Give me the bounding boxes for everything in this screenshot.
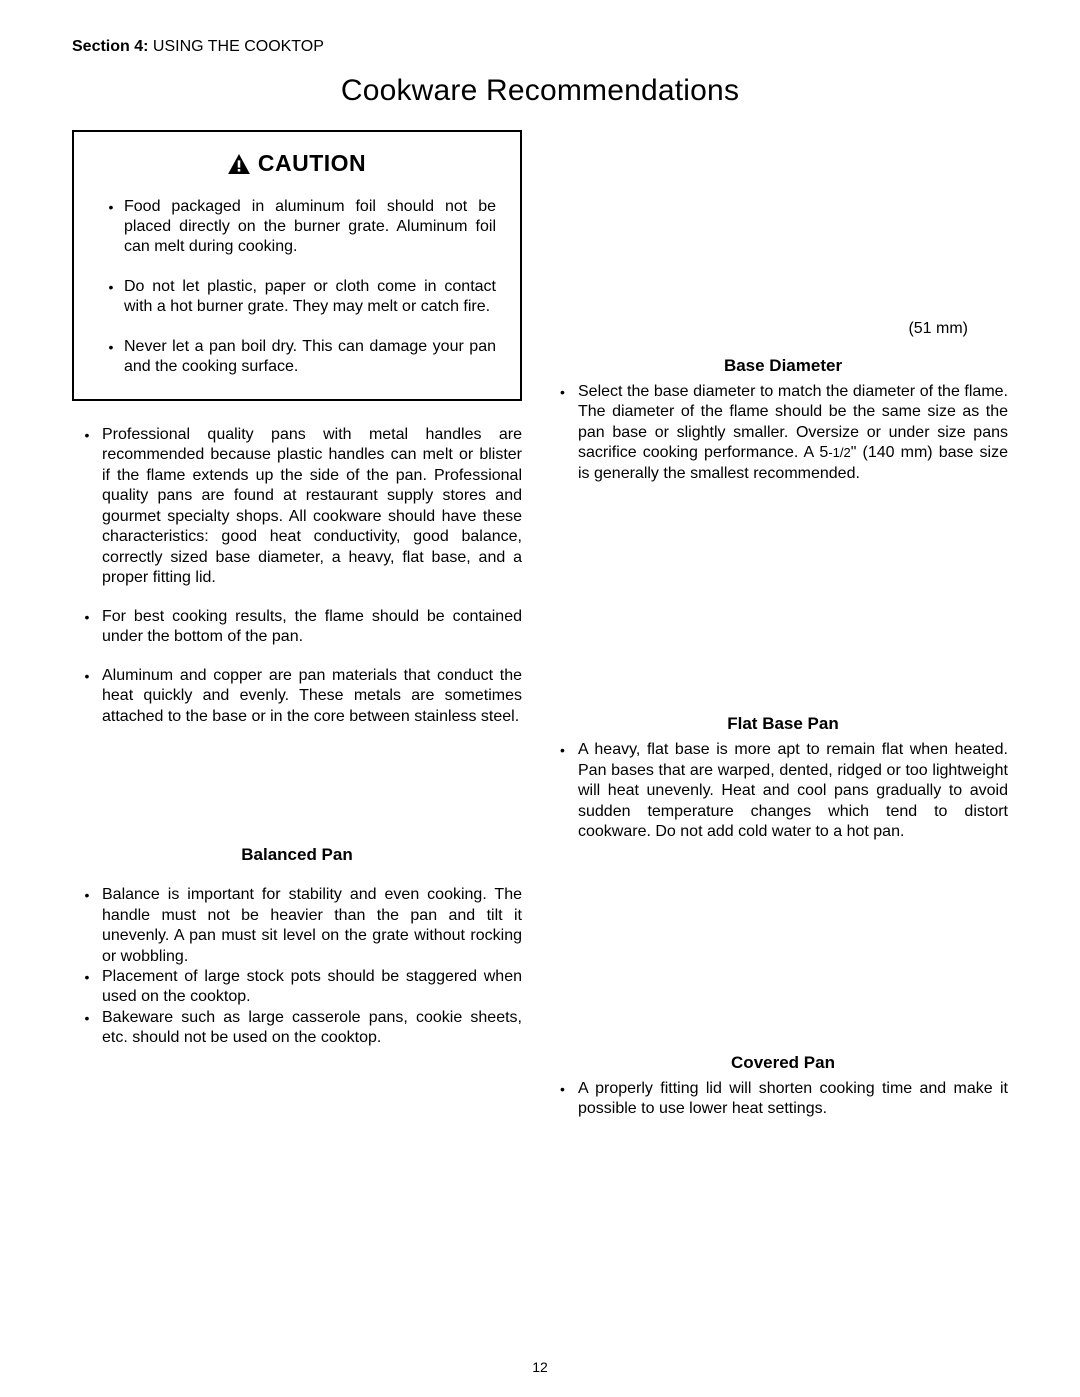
two-column-layout: CAUTION •Food packaged in aluminum foil … <box>72 130 1008 1120</box>
section-title: USING THE COOKTOP <box>148 38 323 55</box>
caution-heading: CAUTION <box>92 150 502 177</box>
caution-list: •Food packaged in aluminum foil should n… <box>92 197 502 377</box>
fraction-text: -1/2 <box>828 445 850 460</box>
body-text: Balance is important for stability and e… <box>102 885 522 967</box>
list-item: •Balance is important for stability and … <box>72 885 522 967</box>
caution-label: CAUTION <box>258 150 366 177</box>
body-text: For best cooking results, the flame shou… <box>102 607 522 648</box>
bullet-icon: • <box>72 607 102 648</box>
list-item: • Select the base diameter to match the … <box>558 382 1008 484</box>
list-item: •Never let a pan boil dry. This can dama… <box>98 337 496 377</box>
section-header: Section 4: USING THE COOKTOP <box>72 38 1008 56</box>
balanced-pan-list: •Balance is important for stability and … <box>72 885 522 1049</box>
body-text: A properly fitting lid will shorten cook… <box>578 1079 1008 1120</box>
page-number: 12 <box>0 1359 1080 1375</box>
covered-pan-heading: Covered Pan <box>558 1053 1008 1073</box>
bullet-icon: • <box>558 740 578 842</box>
left-column: CAUTION •Food packaged in aluminum foil … <box>72 130 522 1120</box>
page: Section 4: USING THE COOKTOP Cookware Re… <box>0 0 1080 1397</box>
bullet-icon: • <box>558 1079 578 1120</box>
figure-placeholder <box>558 843 1008 1053</box>
base-diameter-list: • Select the base diameter to match the … <box>558 382 1008 484</box>
list-item: •Do not let plastic, paper or cloth come… <box>98 277 496 317</box>
caution-item-text: Never let a pan boil dry. This can damag… <box>124 337 496 377</box>
balanced-pan-heading: Balanced Pan <box>72 845 522 865</box>
dimension-label: (51 mm) <box>558 320 1008 338</box>
list-item: •A properly fitting lid will shorten coo… <box>558 1079 1008 1120</box>
bullet-icon: • <box>72 885 102 967</box>
body-text: Aluminum and copper are pan materials th… <box>102 666 522 727</box>
covered-pan-list: •A properly fitting lid will shorten coo… <box>558 1079 1008 1120</box>
bullet-icon: • <box>558 382 578 484</box>
figure-placeholder <box>72 745 522 845</box>
list-item: •A heavy, flat base is more apt to remai… <box>558 740 1008 842</box>
base-diameter-heading: Base Diameter <box>558 356 1008 376</box>
body-text: Select the base diameter to match the di… <box>578 382 1008 484</box>
bullet-icon: • <box>98 197 124 257</box>
list-item: •For best cooking results, the flame sho… <box>72 607 522 648</box>
flat-base-list: •A heavy, flat base is more apt to remai… <box>558 740 1008 842</box>
page-title: Cookware Recommendations <box>72 74 1008 108</box>
body-text: Placement of large stock pots should be … <box>102 967 522 1008</box>
bullet-icon: • <box>72 666 102 727</box>
list-item: •Professional quality pans with metal ha… <box>72 425 522 589</box>
list-item: •Bakeware such as large casserole pans, … <box>72 1008 522 1049</box>
spacer <box>72 871 522 885</box>
bullet-icon: • <box>72 425 102 589</box>
section-number: Section 4: <box>72 38 148 55</box>
flat-base-heading: Flat Base Pan <box>558 714 1008 734</box>
bullet-icon: • <box>72 967 102 1008</box>
figure-placeholder <box>558 484 1008 714</box>
caution-item-text: Food packaged in aluminum foil should no… <box>124 197 496 257</box>
bullet-icon: • <box>98 277 124 317</box>
right-column: (51 mm) Base Diameter • Select the base … <box>558 130 1008 1120</box>
body-text: Professional quality pans with metal han… <box>102 425 522 589</box>
warning-icon <box>228 154 250 174</box>
caution-box: CAUTION •Food packaged in aluminum foil … <box>72 130 522 401</box>
body-text: A heavy, flat base is more apt to remain… <box>578 740 1008 842</box>
list-item: •Food packaged in aluminum foil should n… <box>98 197 496 257</box>
bullet-icon: • <box>72 1008 102 1049</box>
body-text: Bakeware such as large casserole pans, c… <box>102 1008 522 1049</box>
left-main-list: •Professional quality pans with metal ha… <box>72 425 522 727</box>
list-item: •Placement of large stock pots should be… <box>72 967 522 1008</box>
list-item: •Aluminum and copper are pan materials t… <box>72 666 522 727</box>
bullet-icon: • <box>98 337 124 377</box>
caution-item-text: Do not let plastic, paper or cloth come … <box>124 277 496 317</box>
